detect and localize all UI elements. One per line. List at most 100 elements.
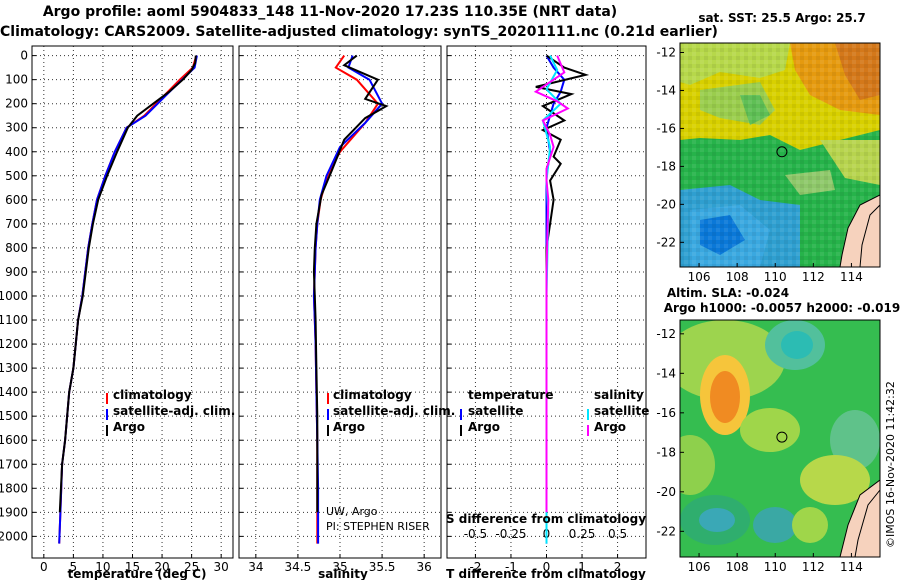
x2-tick-label: 0.5 [608, 527, 627, 541]
map-y-tick-label: -16 [656, 406, 676, 420]
x-tick-label: 0 [543, 560, 551, 574]
legend-label-satellite: satellite-adj. clim. [113, 404, 235, 418]
map-y-tick-label: -22 [656, 524, 676, 538]
y-tick-label: 1200 [0, 337, 28, 351]
y-tick-label: 1500 [0, 409, 28, 423]
difference-x2label: S difference from climatology [446, 512, 646, 526]
axis-labels: temperature (deg C) salinity T differenc… [68, 505, 647, 580]
title-line-1: Argo profile: aoml 5904833_148 11-Nov-20… [42, 4, 618, 20]
sla-map-title-1: Altim. SLA: -0.024 [667, 286, 789, 300]
x2-tick-label: -0.5 [464, 527, 487, 541]
x-tick-label: 30 [214, 560, 229, 574]
x-tick-label: 34.5 [285, 560, 312, 574]
map-y-tick-label: -20 [656, 197, 676, 211]
temperature-xlabel: temperature (deg C) [68, 567, 207, 580]
map-axes-sla: 106 108 110 112 114 -12 -14 -16 -18 -20 -22 [656, 327, 862, 574]
legend-label-t-argo: Argo [468, 420, 500, 434]
y-tick-label: 1800 [0, 481, 28, 495]
legend-label-s-argo: Argo [594, 420, 626, 434]
x-tick-label: 35.5 [369, 560, 396, 574]
map-y-tick-label: -12 [656, 45, 676, 59]
x-tick-label: 1 [578, 560, 586, 574]
y-tick-label: 2000 [0, 529, 28, 543]
series-line-satellite-adj--clim- [312, 55, 384, 544]
y-tick-label: 200 [5, 97, 28, 111]
y-tick-label: 100 [5, 73, 28, 87]
map-x-tick-label: 108 [726, 270, 749, 284]
map-y-tick-label: -20 [656, 485, 676, 499]
argo-location-marker [776, 146, 788, 158]
series-line-argo [58, 55, 197, 513]
y-tick-label: 800 [5, 241, 28, 255]
legend-header-temperature: temperature [468, 388, 553, 402]
map-x-tick-label: 110 [764, 270, 787, 284]
map-x-tick-label: 108 [726, 560, 749, 574]
argo-location-marker [776, 431, 788, 443]
map-y-tick-label: -18 [656, 159, 676, 173]
x-tick-label: 35 [332, 560, 347, 574]
map-x-tick-label: 114 [840, 270, 863, 284]
x-tick-label: 2 [614, 560, 622, 574]
series-line-climatology [312, 55, 380, 544]
y-tick-label: 1300 [0, 361, 28, 375]
sla-map-title-2: Argo h1000: -0.0057 h2000: -0.019 [664, 301, 900, 315]
y-tick-label: 1000 [0, 289, 28, 303]
y-tick-label: 1700 [0, 457, 28, 471]
x-tick-label: 5 [70, 560, 78, 574]
legend-label-satellite: satellite-adj. clim. [333, 404, 455, 418]
map-x-tick-label: 106 [688, 270, 711, 284]
x-tick-label: 34 [248, 560, 263, 574]
legend-difference: temperature salinity satellite Argo sate… [468, 388, 649, 434]
y-tick-label: 0 [20, 49, 28, 63]
sst-map-field [680, 43, 880, 267]
x-tick-label: -1 [505, 560, 517, 574]
y-tick-label: 1100 [0, 313, 28, 327]
map-y-tick-label: -12 [656, 327, 676, 341]
map-y-tick-label: -16 [656, 121, 676, 135]
x-tick-label: 0 [40, 560, 48, 574]
map-y-tick-label: -14 [656, 366, 676, 380]
annotation-uw-argo: UW, Argo [326, 505, 378, 518]
series-line-argo [312, 54, 389, 513]
footer-timestamp: ©IMOS 16-Nov-2020 11:42:32 [884, 381, 897, 548]
x2-tick-label: 0.25 [569, 527, 596, 541]
x-tick-label: 20 [154, 560, 169, 574]
y-tick-label: 900 [5, 265, 28, 279]
legend-label-t-satellite: satellite [468, 404, 523, 418]
x-tick-label: 15 [125, 560, 140, 574]
x-tick-label: -2 [469, 560, 481, 574]
temperature-panel: 0 5 10 15 20 25 300100200300400500600700800900… [0, 45, 234, 574]
x-tick-label: 25 [184, 560, 199, 574]
x2-tick-label: -0.25 [495, 527, 526, 541]
y-tick-label: 600 [5, 193, 28, 207]
map-labels: sat. SST: 25.5 Argo: 25.7 Altim. SLA: -0… [664, 11, 900, 548]
map-axes-sat_sst: 106 108 110 112 114 -12 -14 -16 -18 -20 -22 [656, 45, 862, 284]
legend-label-s-satellite: satellite [594, 404, 649, 418]
map-x-tick-label: 112 [802, 560, 825, 574]
y-tick-label: 1900 [0, 505, 28, 519]
y-tick-label: 300 [5, 121, 28, 135]
legend-salinity: climatology satellite-adj. clim. Argo [333, 388, 455, 434]
legend-label-argo: Argo [333, 420, 365, 434]
difference-panel: -2 -1 0 1 2-0.5 -0.25 0 0.25 0.5 [446, 45, 647, 574]
legend-label-climatology: climatology [113, 388, 192, 402]
legend-label-argo: Argo [113, 420, 145, 434]
salinity-panel: 34 34.5 35 35.5 36 [238, 45, 442, 574]
series-line-temperature-argo [535, 54, 590, 513]
annotation-pi: PI: STEPHEN RISER [326, 520, 430, 533]
sla-map-frame [679, 319, 881, 558]
y-tick-label: 400 [5, 145, 28, 159]
map-y-tick-label: -18 [656, 445, 676, 459]
x-tick-label: 36 [417, 560, 432, 574]
legend-temperature: climatology satellite-adj. clim. Argo [113, 388, 235, 434]
sst-map-frame [679, 42, 881, 268]
sla-map-field [680, 320, 880, 557]
map-x-tick-label: 114 [840, 560, 863, 574]
sst-map-title: sat. SST: 25.5 Argo: 25.7 [698, 11, 865, 25]
map-x-tick-label: 112 [802, 270, 825, 284]
y-tick-label: 700 [5, 217, 28, 231]
difference-xlabel: T difference from climatology [446, 567, 646, 580]
salinity-xlabel: salinity [318, 567, 368, 580]
